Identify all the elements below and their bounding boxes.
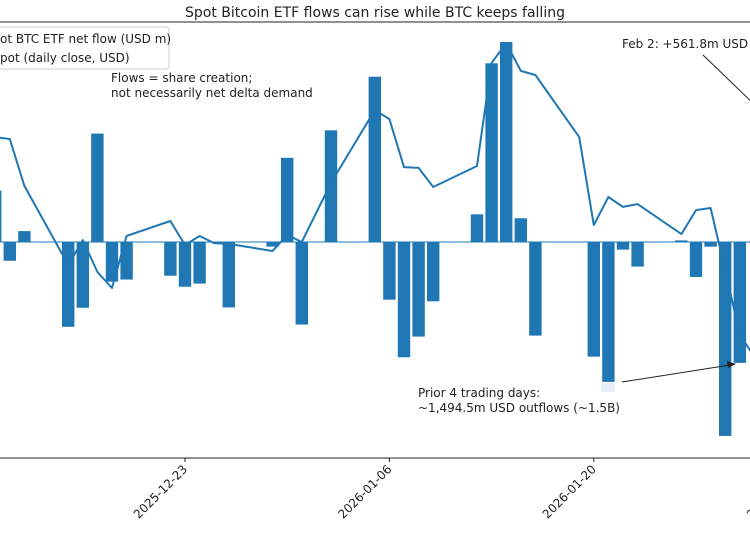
x-tick-label: 2026-01-06 — [335, 462, 394, 521]
flow-bar — [281, 157, 294, 243]
flow-bar — [120, 242, 133, 280]
flow-bar — [719, 242, 732, 436]
annotation-note-line1: Flows = share creation; — [111, 71, 252, 85]
flow-bar — [91, 133, 104, 243]
flow-bar — [675, 240, 688, 243]
flow-bar — [485, 63, 498, 243]
flow-bar — [587, 242, 600, 357]
flow-bar — [193, 242, 206, 284]
flow-bar — [18, 231, 31, 243]
flow-bar — [500, 42, 513, 243]
flow-bar — [222, 242, 235, 308]
annotation-prior-line1: Prior 4 trading days: — [418, 386, 540, 400]
flow-bar — [397, 242, 411, 358]
legend-entry-flows: ot BTC ETF net flow (USD m) — [0, 32, 171, 46]
annotation-prior-arrow — [621, 364, 731, 383]
flow-bar — [514, 218, 527, 243]
legend-box — [0, 26, 170, 70]
flow-bar — [529, 242, 542, 336]
annotation-feb2: Feb 2: +561.8m USD — [622, 37, 748, 51]
x-tick-label: 2026-02-03 — [744, 462, 750, 521]
flow-bar — [602, 242, 615, 382]
flow-bars — [0, 42, 746, 436]
flow-bar — [427, 242, 440, 302]
btc-price-line — [0, 42, 750, 352]
flow-bar — [295, 242, 308, 325]
flow-bar — [62, 242, 75, 327]
flow-bar — [470, 214, 484, 243]
annotation-note-line2: not necessarily net delta demand — [111, 86, 313, 100]
flow-bar — [412, 242, 425, 337]
flow-bar — [76, 242, 89, 308]
flow-bar — [631, 242, 644, 267]
flow-bar — [616, 242, 630, 250]
annotation-feb2-arrow — [702, 54, 750, 102]
flow-bar — [178, 242, 192, 287]
x-tick-label: 2026-01-20 — [540, 462, 599, 521]
legend: ot BTC ETF net flow (USD m) pot (daily c… — [0, 26, 171, 70]
chart-title: Spot Bitcoin ETF flows can rise while BT… — [185, 5, 565, 21]
flow-bar — [3, 242, 16, 261]
flow-bar — [0, 190, 2, 243]
x-ticks: 2025-12-23 2026-01-06 2026-01-20 2026-02-03 — [131, 458, 750, 521]
annotation-prior-bg — [601, 383, 615, 392]
legend-entry-price: pot (daily close, USD) — [0, 51, 130, 65]
flow-bar — [324, 130, 338, 243]
flow-bar — [368, 76, 381, 243]
flow-bar — [164, 242, 177, 276]
arrowhead-icon — [727, 361, 736, 368]
flow-bar — [105, 242, 119, 282]
flow-bar — [733, 242, 746, 363]
annotation-prior-line2: ~1,494.5m USD outflows (~1.5B) — [418, 401, 620, 415]
flow-bar — [704, 242, 717, 247]
flow-bar — [266, 242, 279, 247]
x-tick-label: 2025-12-23 — [131, 462, 190, 521]
flow-bar — [689, 242, 703, 277]
flow-bar — [383, 242, 396, 300]
